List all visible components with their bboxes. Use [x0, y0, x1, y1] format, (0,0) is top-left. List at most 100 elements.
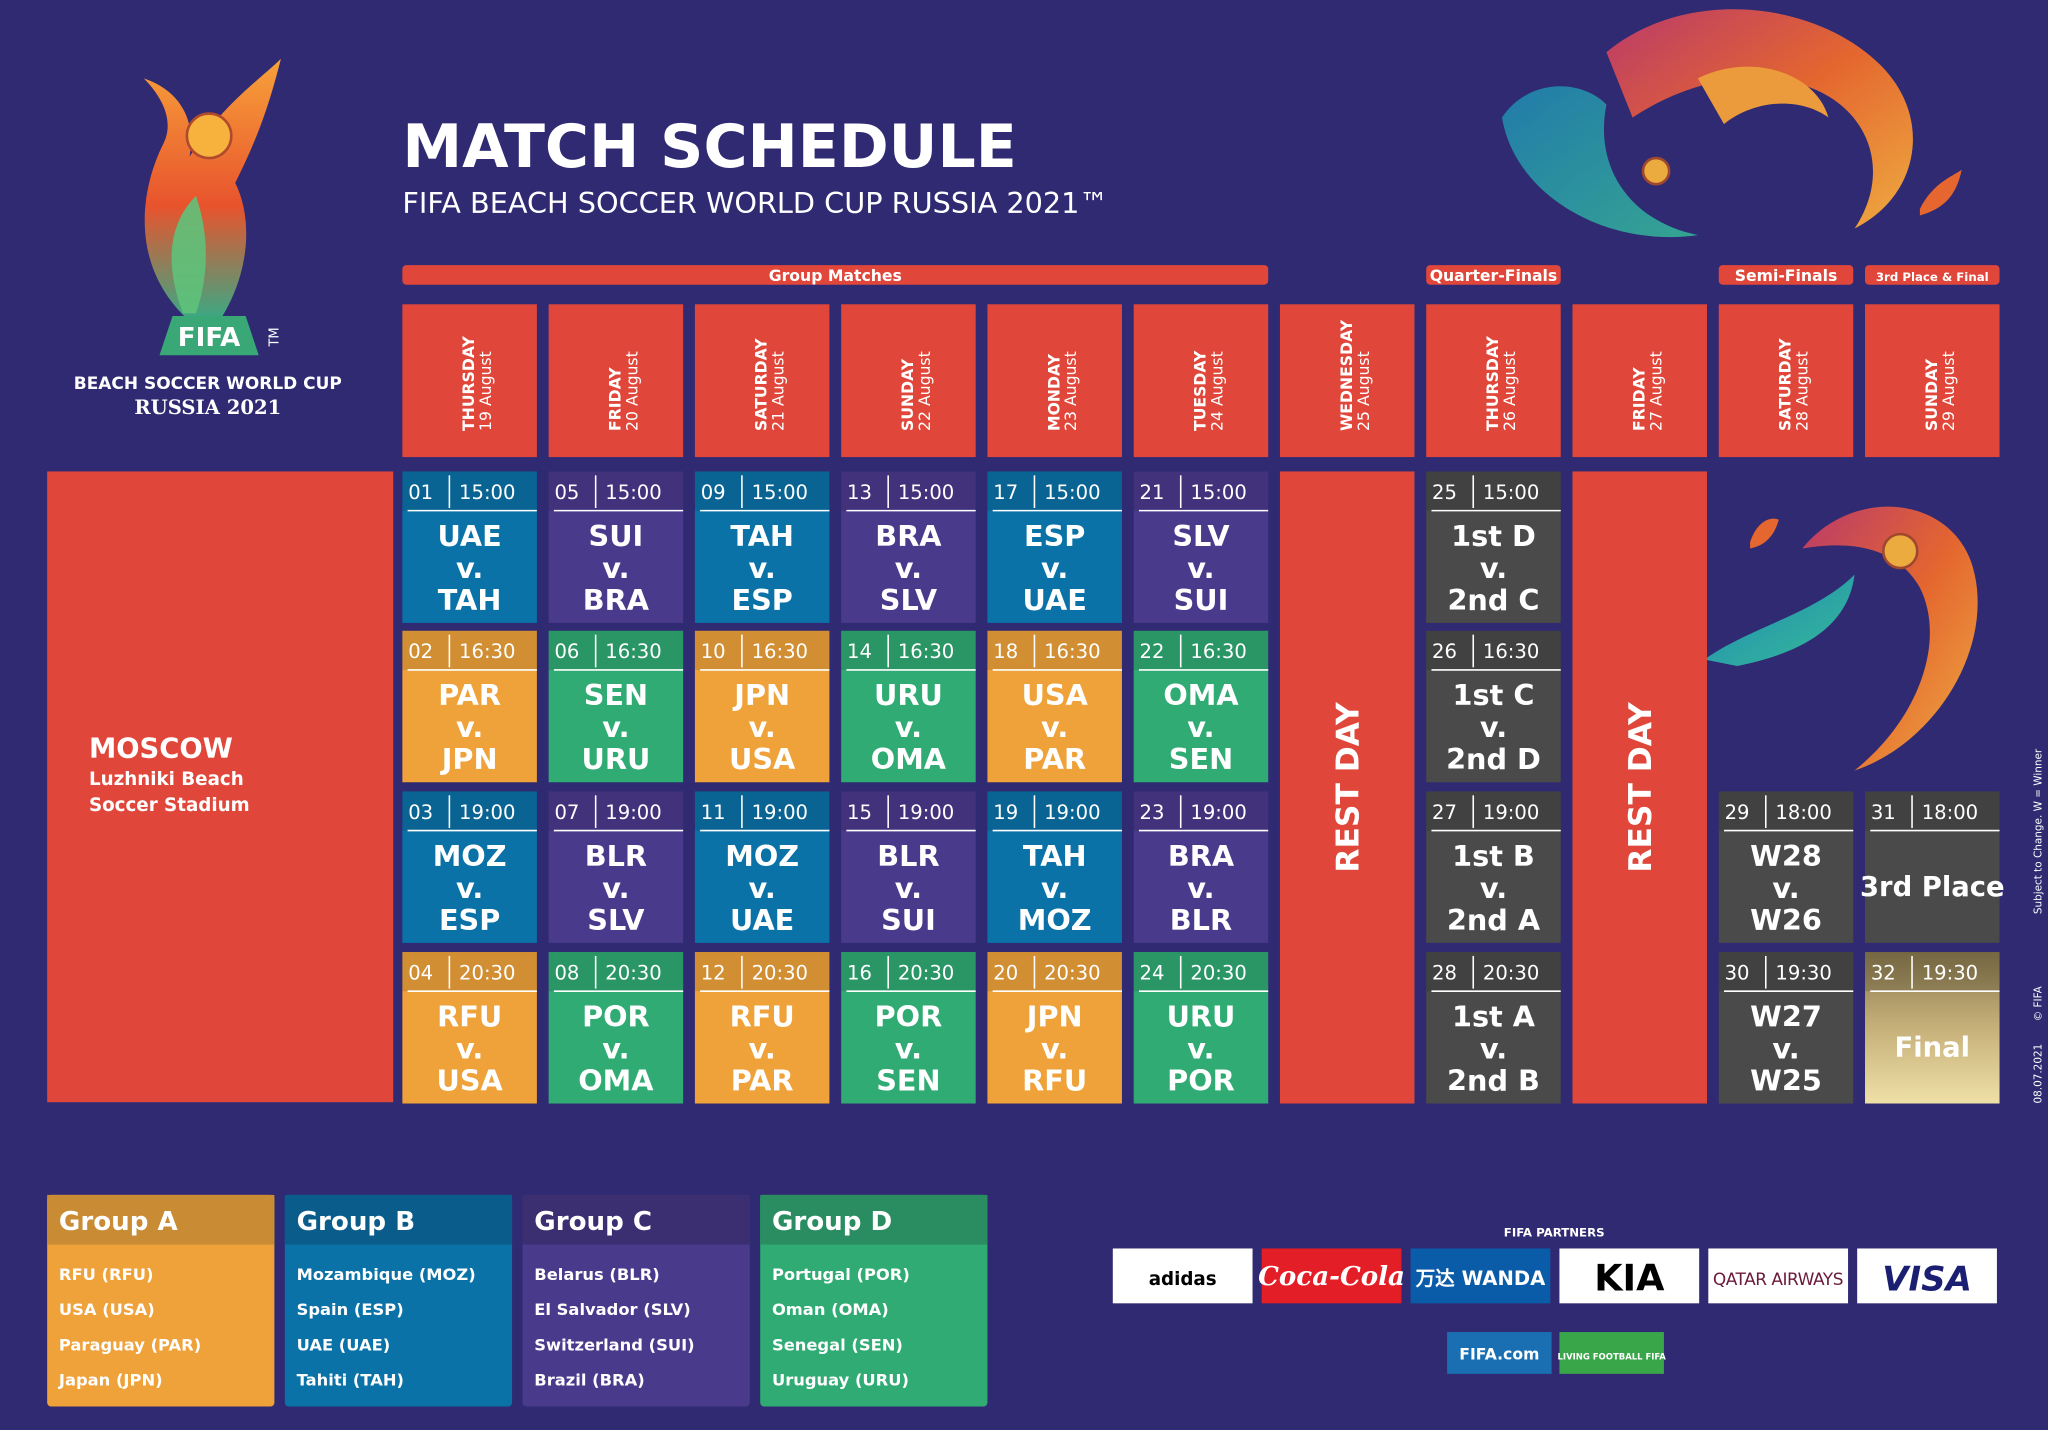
match-time: 16:30	[752, 640, 808, 663]
group-team: Spain (ESP)	[297, 1300, 404, 1319]
group-card-header	[522, 1194, 750, 1245]
match-versus: v.	[749, 551, 776, 585]
match-versus: v.	[1187, 710, 1214, 744]
match-team: 2nd D	[1446, 742, 1541, 776]
match-card-header	[402, 630, 537, 670]
day-header	[1426, 304, 1561, 458]
match-card-header	[694, 952, 830, 992]
day-date: 19 August	[476, 351, 495, 431]
day-header	[1865, 304, 2000, 458]
match-team: 1st A	[1452, 999, 1536, 1033]
match-team: JPN	[732, 678, 790, 712]
match-time: 16:30	[459, 640, 515, 663]
match-team: BRA	[875, 519, 942, 553]
match-versus: v.	[456, 551, 483, 585]
group-name: Group B	[297, 1207, 416, 1237]
match-versus: v.	[602, 871, 629, 905]
match-number: 26	[1432, 640, 1457, 663]
match-time: 20:30	[1190, 961, 1246, 984]
match-team: POR	[1167, 1063, 1235, 1097]
group-name: Group C	[534, 1207, 652, 1237]
match-time: 15:00	[459, 481, 515, 504]
match-number: 30	[1725, 961, 1750, 984]
match-card	[841, 471, 976, 623]
day-header	[1718, 304, 1854, 458]
match-card-header	[1865, 791, 2000, 831]
day-date: 24 August	[1208, 351, 1227, 431]
match-card	[1133, 630, 1269, 783]
group-card-header	[47, 1194, 275, 1245]
rest-day-label: REST DAY	[1330, 702, 1366, 873]
day-weekday: SUNDAY	[898, 358, 917, 431]
stage-banner	[402, 265, 1269, 285]
match-card-header	[694, 471, 830, 511]
match-team: BLR	[877, 839, 939, 873]
group-team: Tahiti (TAH)	[297, 1371, 404, 1390]
match-card-header	[694, 630, 830, 670]
match-card	[402, 791, 537, 943]
match-card-header	[841, 791, 976, 831]
stage-label: Group Matches	[769, 266, 902, 285]
match-card-header	[548, 791, 684, 831]
match-team: RFU	[437, 999, 502, 1033]
match-team: TAH	[730, 519, 794, 553]
match-card	[694, 471, 830, 623]
match-versus: v.	[1480, 710, 1507, 744]
match-team: RFU	[1022, 1063, 1087, 1097]
match-card-header	[1133, 630, 1269, 670]
match-team: USA	[1022, 678, 1089, 712]
match-versus: v.	[456, 871, 483, 905]
match-number: 29	[1725, 801, 1750, 824]
day-header	[987, 304, 1122, 458]
partner-name: KIA	[1594, 1256, 1665, 1299]
match-team: 1st B	[1452, 839, 1535, 873]
match-time: 19:00	[898, 801, 954, 824]
subtitle: FIFA BEACH SOCCER WORLD CUP RUSSIA 2021™	[402, 186, 1108, 220]
match-team: SUI	[589, 519, 644, 553]
match-versus: v.	[749, 710, 776, 744]
match-team: URU	[874, 678, 943, 712]
venue-stadium: Soccer Stadium	[89, 795, 250, 816]
match-number: 15	[847, 801, 872, 824]
day-header	[1133, 304, 1269, 458]
match-team: SUI	[881, 903, 936, 937]
match-number: 07	[554, 801, 579, 824]
group-team: USA (USA)	[59, 1300, 155, 1319]
match-team: SLV	[587, 903, 645, 937]
match-time: 20:30	[605, 961, 661, 984]
match-card-header	[402, 471, 537, 511]
match-card-header	[1426, 471, 1561, 511]
match-time: 16:30	[1483, 640, 1539, 663]
group-team: Paraguay (PAR)	[59, 1335, 201, 1354]
match-team: SEN	[876, 1063, 940, 1097]
match-number: 04	[408, 961, 433, 984]
match-card	[1426, 471, 1561, 623]
partner-logo	[1857, 1248, 1997, 1304]
match-number: 09	[701, 481, 726, 504]
day-header	[1279, 304, 1415, 458]
match-versus: v.	[1041, 871, 1068, 905]
match-versus: v.	[895, 871, 922, 905]
match-team: USA	[437, 1063, 504, 1097]
group-team: Brazil (BRA)	[534, 1371, 644, 1390]
venue-city: MOSCOW	[89, 733, 233, 764]
group-card	[760, 1194, 988, 1407]
match-card	[402, 952, 537, 1104]
match-team: 2nd B	[1447, 1063, 1540, 1097]
match-team: SEN	[584, 678, 648, 712]
logo-line1: BEACH SOCCER WORLD CUP	[74, 374, 342, 394]
match-time: 16:30	[605, 640, 661, 663]
match-number: 02	[408, 640, 433, 663]
group-card	[284, 1194, 513, 1407]
match-versus: v.	[895, 551, 922, 585]
match-team: W25	[1750, 1063, 1822, 1097]
partner-link	[1447, 1332, 1552, 1374]
match-card-header	[694, 791, 830, 831]
logo-tm: TM	[267, 327, 282, 347]
match-number: 12	[701, 961, 726, 984]
match-team: TAH	[1023, 839, 1087, 873]
match-team: MOZ	[725, 839, 799, 873]
match-card	[402, 630, 537, 783]
match-time: 20:30	[459, 961, 515, 984]
